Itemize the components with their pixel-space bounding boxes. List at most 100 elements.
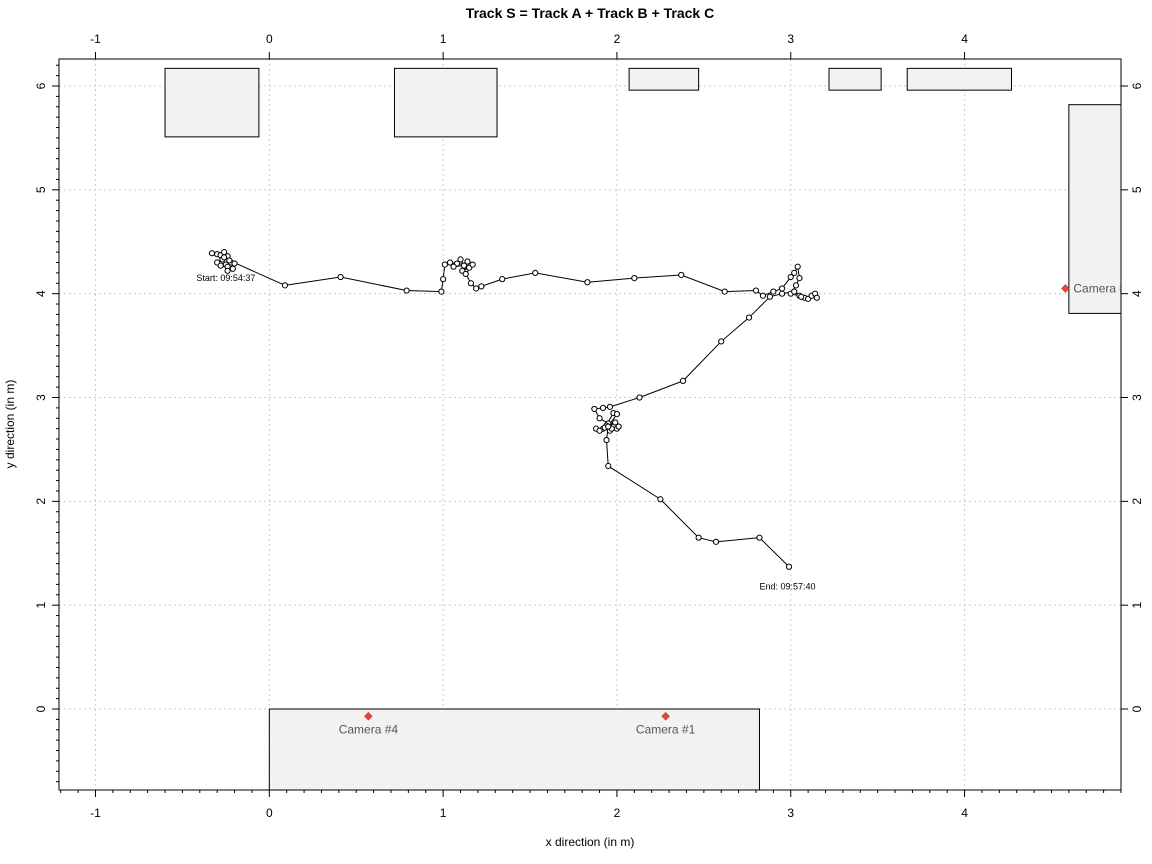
track-point: [217, 262, 224, 269]
track-point: [450, 263, 457, 270]
y-tick-label-left: 0: [34, 705, 48, 712]
track-point: [605, 462, 612, 470]
track-line: [211, 251, 818, 568]
x-tick-label-top: 2: [614, 32, 621, 46]
x-tick-label-bottom: 1: [440, 806, 447, 820]
track-point: [796, 274, 803, 282]
track-point: [499, 276, 506, 283]
y-tick-label-left: 1: [34, 602, 48, 609]
track-point: [778, 285, 786, 292]
cameras: Camera #4 Camera #1 Camera #: [339, 281, 1126, 736]
camera-marker: [1061, 284, 1070, 293]
track-point: [462, 270, 469, 278]
track-point: [813, 294, 820, 301]
y-tick-label-left: 5: [34, 186, 48, 193]
y-tick-label-left: 4: [34, 290, 48, 297]
track-point: [759, 292, 767, 299]
x-tick-label-top: 1: [440, 32, 447, 46]
y-tick-label-right: 6: [1130, 82, 1144, 89]
obstacle-rect: [393, 67, 498, 138]
track-point: [752, 287, 760, 294]
track-point: [403, 287, 410, 294]
track-point: [606, 403, 614, 410]
track-point: [612, 419, 619, 426]
camera-label: Camera #4: [339, 722, 399, 736]
chart-title: Track S = Track A + Track B + Track C: [466, 5, 714, 21]
grid-lines: [59, 59, 1121, 790]
track-point: [798, 293, 805, 300]
track-point: [613, 411, 621, 418]
track-point: [440, 276, 447, 283]
track-point: [596, 427, 603, 434]
x-tick-label-bottom: -1: [90, 806, 101, 820]
track-point: [712, 538, 720, 545]
track-point: [679, 377, 687, 384]
obstacle-rect: [906, 67, 1012, 91]
track-point: [599, 404, 607, 411]
camera-marker: [364, 711, 373, 721]
camera-marker: [661, 711, 670, 721]
obstacle-rect: [628, 67, 700, 91]
track-point: [756, 534, 763, 541]
track-point: [791, 269, 798, 277]
track-point: [584, 279, 591, 286]
track-point: [208, 250, 216, 257]
track-point: [469, 261, 476, 268]
track-annotation: Start: 09:54:37: [196, 273, 255, 283]
track: [208, 249, 820, 570]
x-tick-label-top: 0: [266, 32, 273, 46]
y-tick-label-right: 0: [1130, 705, 1144, 712]
obstacle-rect: [1068, 104, 1121, 314]
track-point: [766, 293, 773, 300]
track-point: [596, 415, 603, 422]
track-point: [467, 280, 475, 287]
y-tick-label-right: 5: [1130, 186, 1144, 193]
obstacle-rect: [828, 67, 882, 91]
track-point: [785, 563, 793, 570]
track-point: [794, 263, 801, 270]
track-point: [226, 257, 233, 264]
track-point: [532, 269, 539, 277]
track-point: [478, 283, 485, 290]
x-tick-label-top: -1: [90, 32, 101, 46]
obstacle-rect: [268, 708, 760, 790]
track-point: [657, 496, 664, 503]
x-tick-label-bottom: 0: [266, 806, 273, 820]
track-point: [464, 258, 471, 265]
y-tick-label-right: 4: [1130, 290, 1144, 297]
track-point: [438, 288, 445, 295]
x-tick-label-top: 4: [961, 32, 968, 46]
x-axis-label: x direction (in m): [546, 835, 635, 849]
track-point: [441, 261, 448, 268]
track-point: [605, 423, 612, 430]
track-point: [229, 265, 236, 272]
track-point: [792, 282, 800, 289]
x-tick-label-bottom: 3: [787, 806, 794, 820]
obstacles: [164, 67, 1121, 790]
camera-label: Camera #1: [636, 722, 696, 736]
y-tick-label-left: 2: [34, 498, 48, 505]
track-point: [695, 534, 702, 541]
camera-label: Camera #: [1073, 281, 1126, 295]
track-point: [281, 282, 289, 289]
track-point: [473, 285, 480, 292]
plot-frame: [58, 58, 1122, 791]
y-tick-label-right: 1: [1130, 602, 1144, 609]
track-point: [631, 274, 638, 282]
track-point: [446, 259, 454, 266]
annotations: Start: 09:54:37 End: 09:57:40: [196, 273, 815, 591]
track-annotation: End: 09:57:40: [759, 582, 815, 592]
track-point: [787, 273, 794, 281]
track-point: [591, 405, 598, 413]
y-axis-label: y direction (in m): [3, 380, 17, 469]
track-point: [745, 314, 753, 321]
track-point: [231, 260, 238, 267]
track-point: [603, 436, 610, 444]
y-tick-label-left: 3: [34, 394, 48, 401]
x-tick-label-top: 3: [787, 32, 794, 46]
y-tick-label-right: 3: [1130, 394, 1144, 401]
track-point: [778, 290, 786, 297]
track-point: [457, 256, 464, 263]
x-tick-label-bottom: 2: [614, 806, 621, 820]
track-point: [615, 423, 622, 430]
